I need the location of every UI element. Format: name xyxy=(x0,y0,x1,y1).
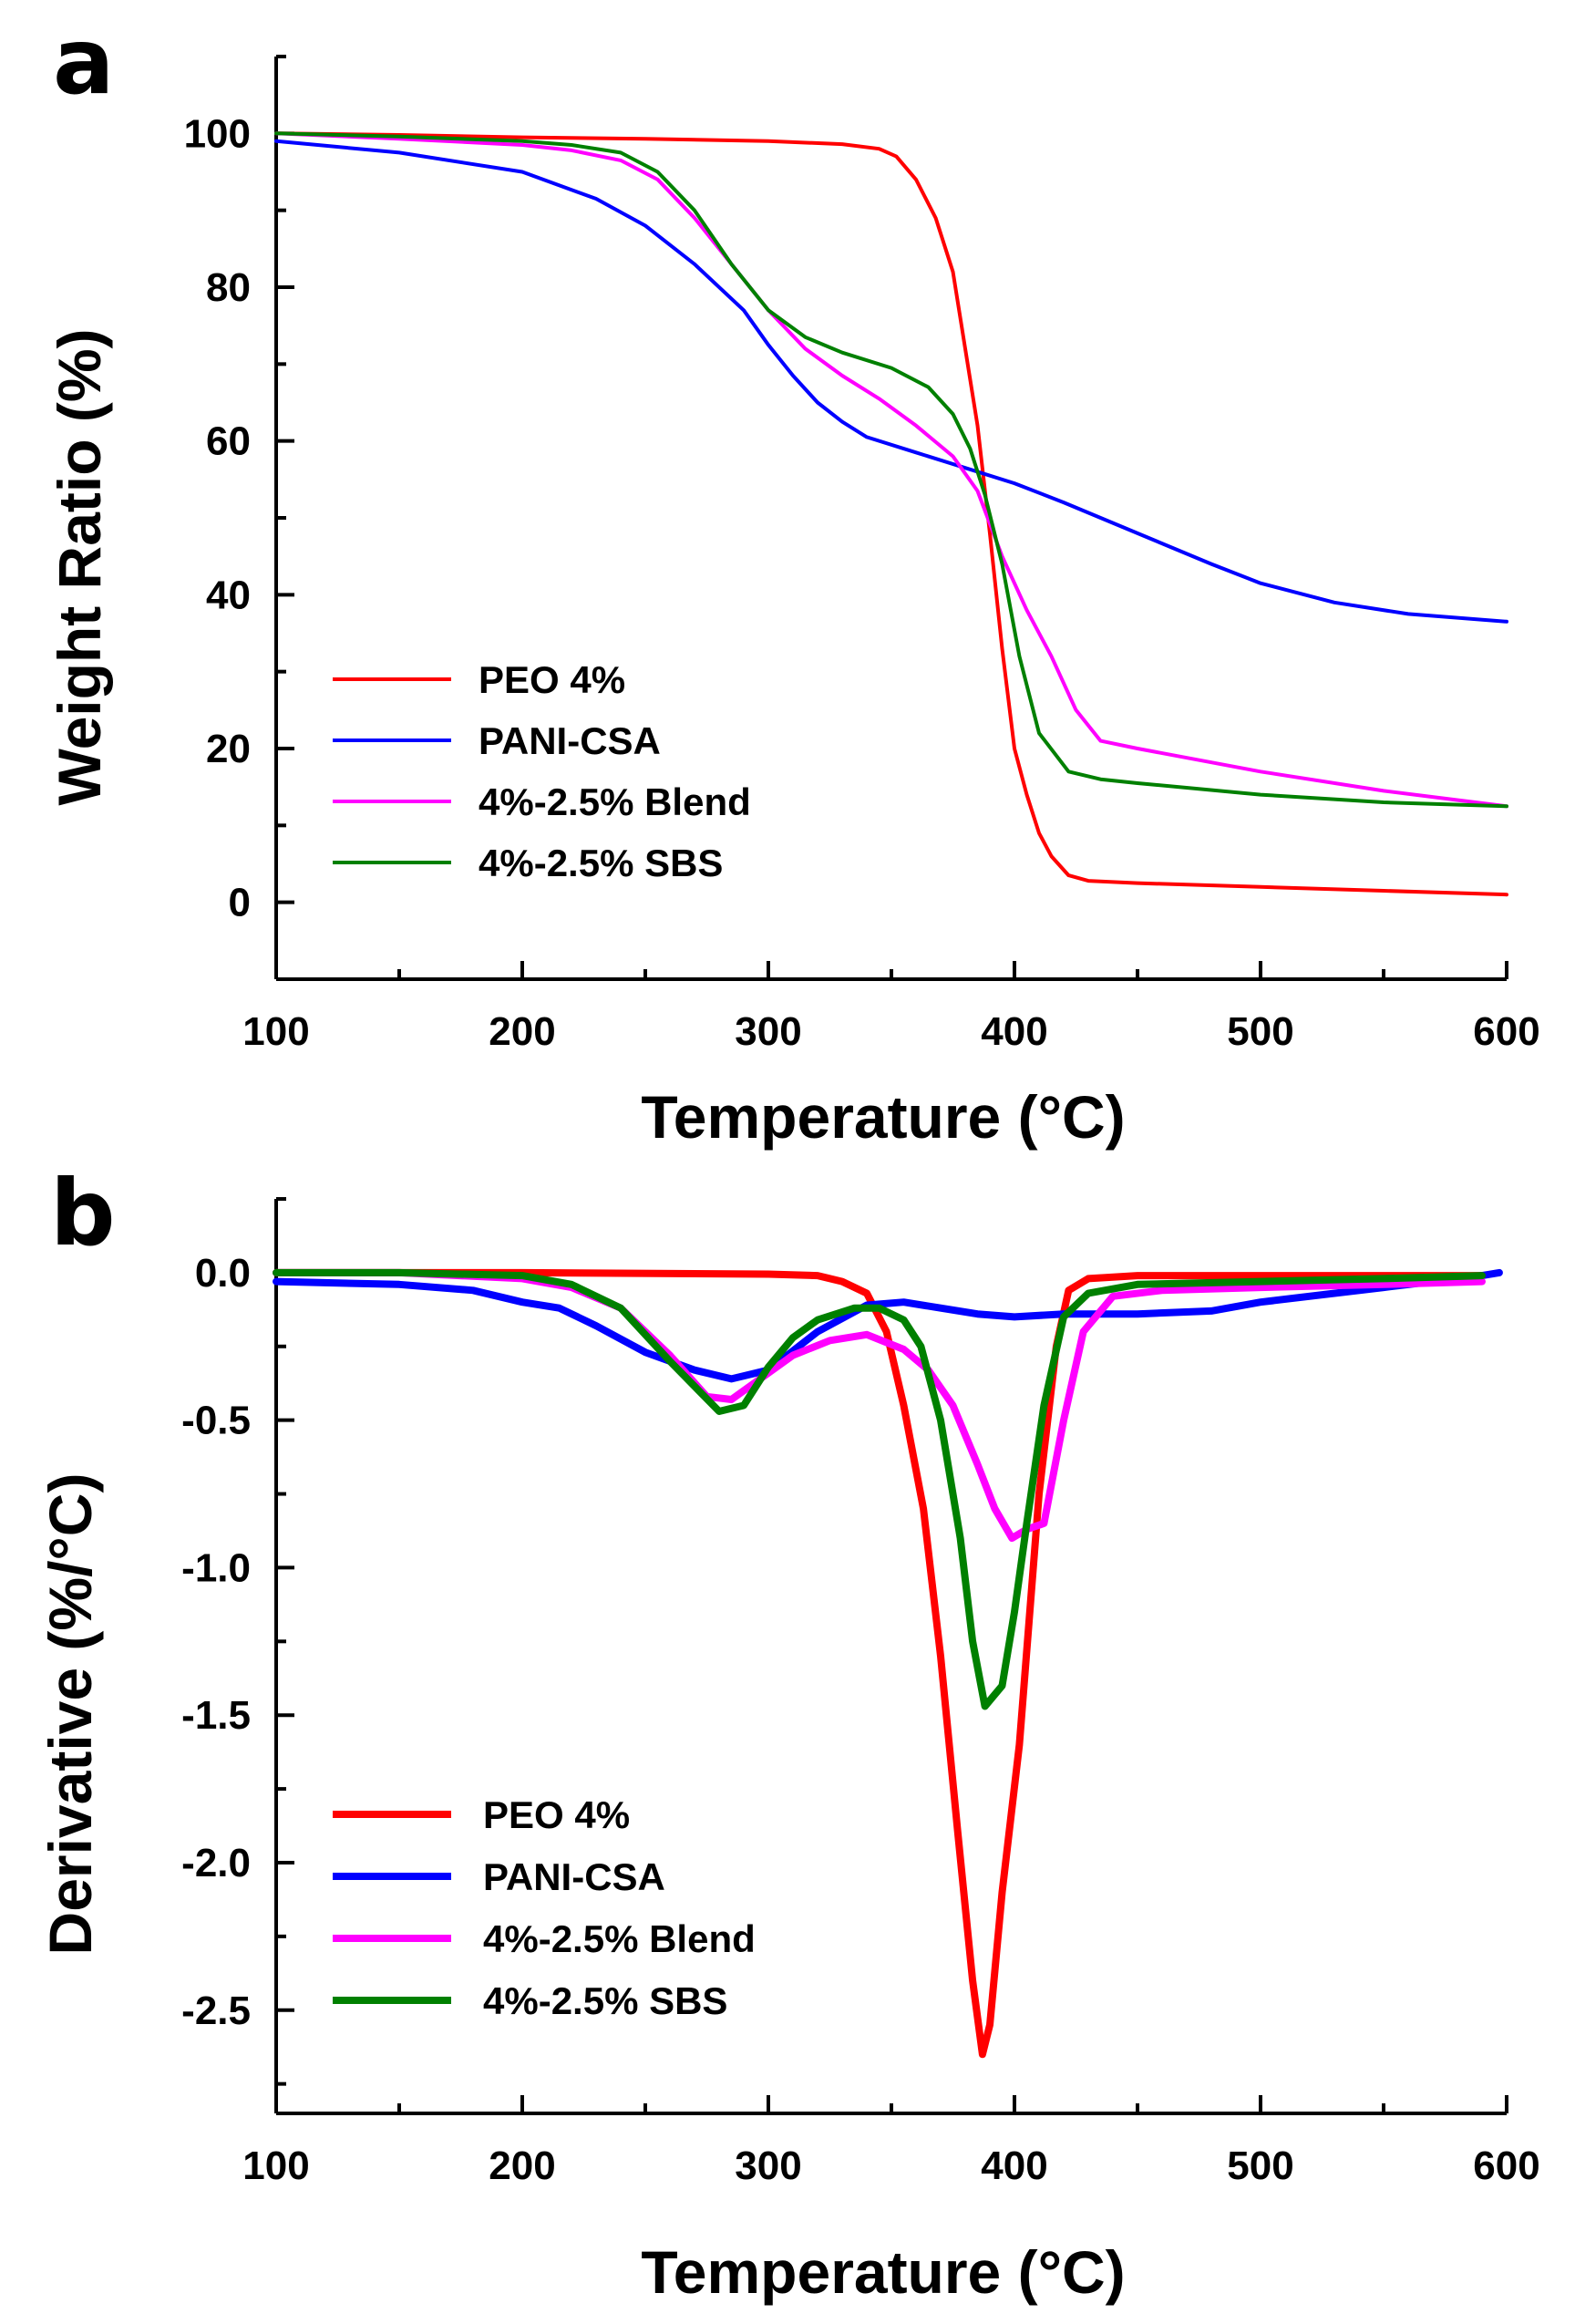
panel-a-y-tick-label: 20 xyxy=(206,727,251,771)
panel-b-legend-label-3: 4%-2.5% Blend xyxy=(483,1917,756,1960)
panel-a-letter: a xyxy=(53,8,114,115)
panel-a-x-tick-label: 100 xyxy=(242,1009,309,1054)
panel-b-y-tick-label: 0.0 xyxy=(195,1251,251,1296)
panel-b: b Derivative (%/°C) Temperature (°C) 100… xyxy=(36,1160,1540,2306)
panel-b-y-tick-label: -1.5 xyxy=(181,1693,251,1738)
panel-a-y-tick-label: 80 xyxy=(206,265,251,310)
panel-a-y-tick-label: 100 xyxy=(184,111,251,156)
panel-a-x-axis-label: Temperature (°C) xyxy=(641,1083,1125,1151)
panel-b-y-axis-label: Derivative (%/°C) xyxy=(36,1473,104,1956)
panel-a-legend-label-2: PANI-CSA xyxy=(479,719,661,762)
panel-a-series-line-4 xyxy=(274,131,1508,809)
panel-a: a Weight Ratio (%) Temperature (°C) 100 2… xyxy=(46,8,1540,1151)
panel-a-x-tick-label: 400 xyxy=(981,1009,1047,1054)
panel-b-x-axis-label: Temperature (°C) xyxy=(641,2238,1125,2306)
panel-a-series-line-1 xyxy=(274,131,1508,897)
panel-b-x-tick-label: 200 xyxy=(489,2143,555,2188)
panel-b-legend: PEO 4% PANI-CSA 4%-2.5% Blend 4%-2.5% SBS xyxy=(333,1793,756,2022)
panel-a-legend-label-1: PEO 4% xyxy=(479,658,625,701)
panel-b-x-tick-label: 500 xyxy=(1227,2143,1293,2188)
panel-b-y-tick-label: -0.5 xyxy=(181,1399,251,1443)
panel-b-legend-label-2: PANI-CSA xyxy=(483,1855,665,1898)
panel-a-x-tick-label: 600 xyxy=(1473,1009,1539,1054)
panel-a-series-line-2 xyxy=(274,139,1508,624)
panel-a-x-tick-label: 300 xyxy=(735,1009,801,1054)
panel-a-y-axis-label: Weight Ratio (%) xyxy=(46,328,113,805)
panel-a-y-tick-label: 60 xyxy=(206,419,251,464)
panel-b-legend-label-4: 4%-2.5% SBS xyxy=(483,1979,727,2022)
panel-b-series-line-4 xyxy=(273,1268,1486,1710)
panel-a-y-tick-label: 0 xyxy=(229,881,251,925)
panel-b-x-tick-label: 600 xyxy=(1473,2143,1539,2188)
panel-b-x-tick-label: 300 xyxy=(735,2143,801,2188)
panel-b-y-tick-label: -2.5 xyxy=(181,1988,251,2033)
panel-a-series-line-3 xyxy=(274,131,1508,809)
panel-a-x-tick-label: 200 xyxy=(489,1009,555,1054)
panel-b-series-line-1 xyxy=(273,1268,1486,2059)
panel-a-legend: PEO 4% PANI-CSA 4%-2.5% Blend 4%-2.5% SBS xyxy=(333,658,751,884)
panel-b-y-tick-label: -1.0 xyxy=(181,1545,251,1590)
panel-b-letter: b xyxy=(50,1160,116,1266)
panel-a-legend-label-4: 4%-2.5% SBS xyxy=(479,842,723,884)
panel-b-y-tick-label: -2.0 xyxy=(181,1841,251,1885)
panel-b-legend-label-1: PEO 4% xyxy=(483,1793,630,1836)
panel-a-legend-label-3: 4%-2.5% Blend xyxy=(479,780,751,823)
panel-a-y-tick-label: 40 xyxy=(206,573,251,617)
panel-a-x-tick-label: 500 xyxy=(1227,1009,1293,1054)
panel-b-x-tick-label: 100 xyxy=(242,2143,309,2188)
panel-b-x-tick-label: 400 xyxy=(981,2143,1047,2188)
